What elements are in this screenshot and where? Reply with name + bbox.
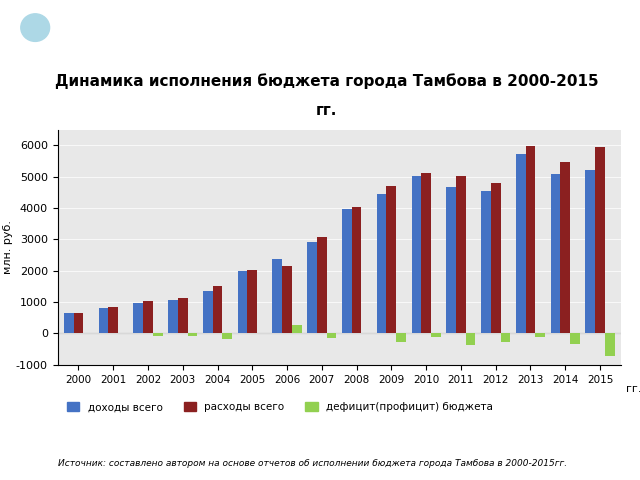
Bar <box>431 334 441 336</box>
Circle shape <box>20 14 50 41</box>
Bar <box>248 270 257 334</box>
Bar <box>143 300 153 334</box>
Text: Динамика исполнения бюджета города Тамбова в 2000-2015: Динамика исполнения бюджета города Тамбо… <box>54 73 598 89</box>
Y-axis label: млн. руб.: млн. руб. <box>3 220 13 274</box>
Bar <box>352 207 362 334</box>
Text: гг.: гг. <box>627 384 640 394</box>
Bar <box>99 308 108 334</box>
Bar <box>377 194 387 334</box>
Bar <box>168 300 178 334</box>
Bar <box>342 209 352 334</box>
Bar <box>421 173 431 334</box>
Bar <box>525 146 535 334</box>
Bar <box>178 298 188 334</box>
Bar <box>516 154 525 334</box>
Bar <box>446 187 456 334</box>
Bar <box>282 266 292 334</box>
Text: КАФЕДРА МАКРОЭКОНОМИЧЕСКОЙ ПОЛИТИКИ И СТРАТЕГИЧЕСКОГО УПРАВЛЕНИЯ: КАФЕДРА МАКРОЭКОНОМИЧЕСКОЙ ПОЛИТИКИ И СТ… <box>116 41 588 53</box>
Bar <box>500 334 510 342</box>
Bar <box>317 237 326 334</box>
Bar <box>550 173 560 334</box>
Legend: доходы всего, расходы всего, дефицит(профицит) бюджета: доходы всего, расходы всего, дефицит(про… <box>63 398 497 417</box>
Bar <box>108 307 118 334</box>
Bar <box>456 176 466 334</box>
Bar <box>481 191 491 334</box>
Bar <box>387 186 396 334</box>
Bar <box>222 334 232 339</box>
Bar <box>307 242 317 334</box>
Bar <box>560 162 570 334</box>
Bar <box>491 183 500 334</box>
Bar <box>153 334 163 336</box>
Bar <box>605 334 614 356</box>
Text: МОСКОВСКИЙ ГОСУДАРСТВЕННЫЙ УНИВЕРСИТЕТ имени  М. В. Ломоносова: МОСКОВСКИЙ ГОСУДАРСТВЕННЫЙ УНИВЕРСИТЕТ и… <box>124 7 580 19</box>
Bar <box>595 146 605 334</box>
Bar <box>273 259 282 334</box>
Text: гг.: гг. <box>316 103 337 118</box>
Bar <box>212 286 222 334</box>
Bar <box>570 334 580 344</box>
Bar <box>133 303 143 334</box>
Text: Источник: составлено автором на основе отчетов об исполнении бюджета города Тамб: Источник: составлено автором на основе о… <box>58 458 567 468</box>
Bar <box>188 334 197 336</box>
Text: ЭКОНОМИЧЕСКИЙ ФАКУЛЬТЕТ: ЭКОНОМИЧЕСКИЙ ФАКУЛЬТЕТ <box>259 25 445 35</box>
Bar <box>466 334 476 345</box>
Bar <box>326 334 337 337</box>
Bar <box>412 176 421 334</box>
Bar <box>535 334 545 336</box>
Bar <box>396 334 406 342</box>
Bar <box>74 313 83 334</box>
Bar <box>64 313 74 334</box>
Bar <box>237 271 248 334</box>
Bar <box>292 325 301 334</box>
Bar <box>203 291 212 334</box>
Bar <box>586 170 595 334</box>
